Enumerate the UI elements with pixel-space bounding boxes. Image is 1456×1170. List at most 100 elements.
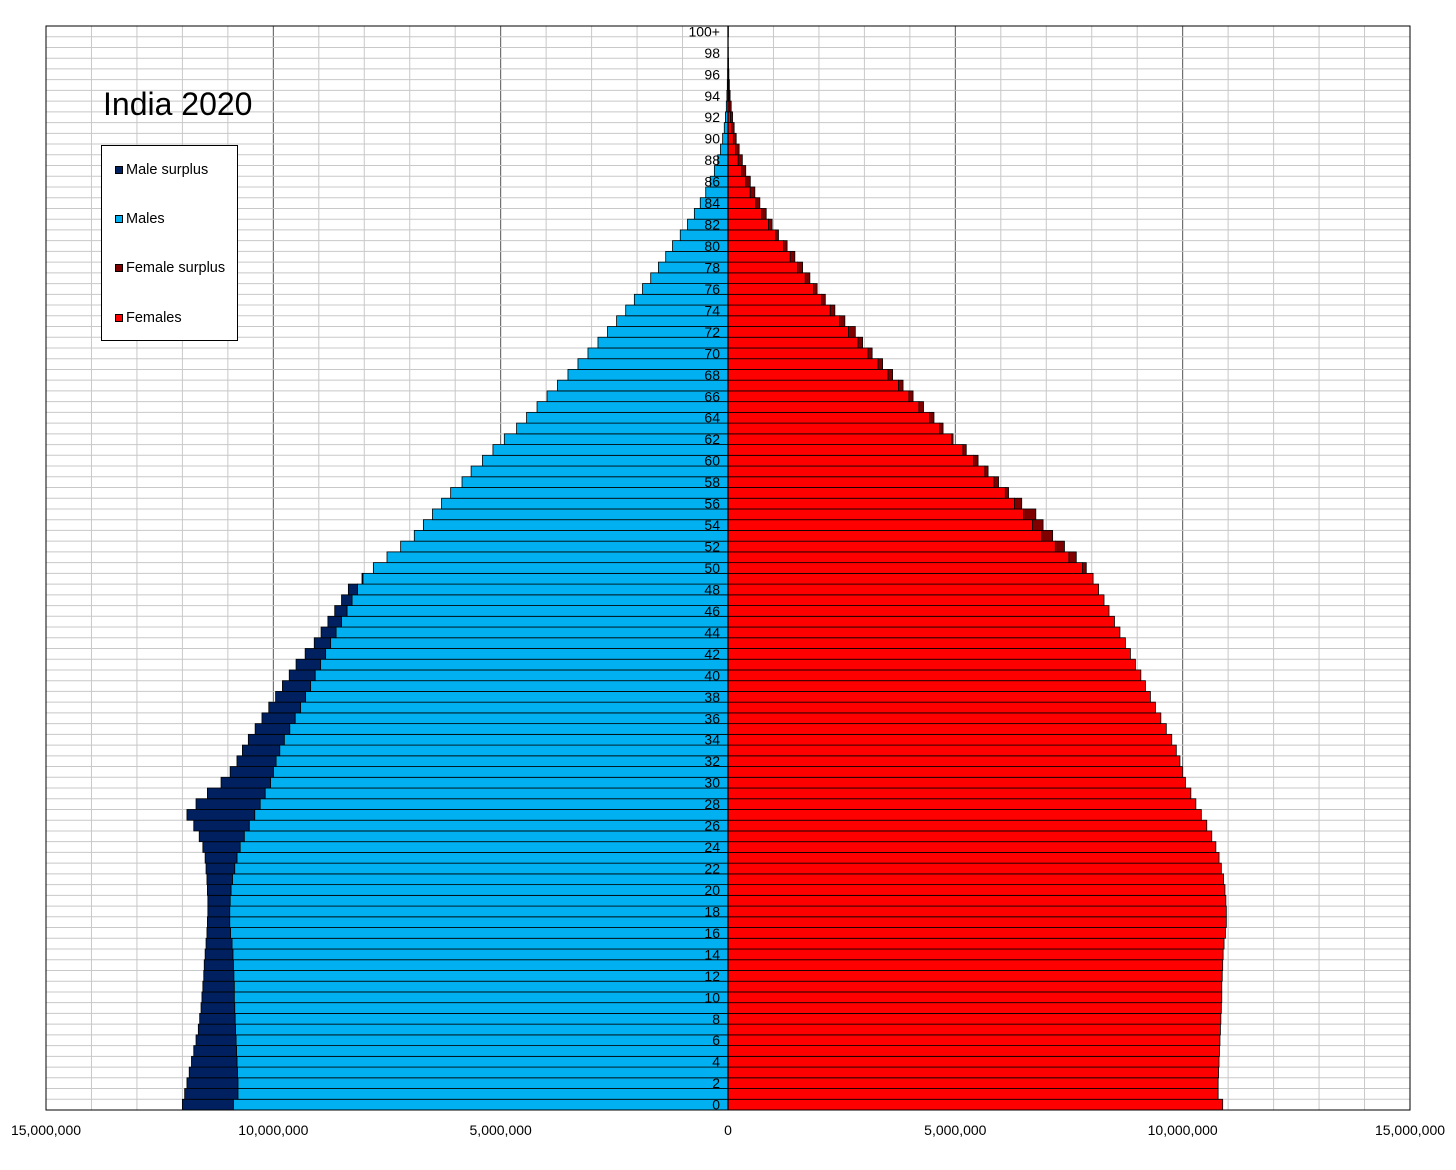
bar-male-surplus-age-26 — [193, 819, 250, 832]
bar-female-surplus-age-59 — [984, 465, 989, 478]
age-label-10: 10 — [704, 989, 720, 1005]
bar-female-surplus-age-70 — [867, 347, 873, 360]
bar-females-age-63 — [727, 422, 940, 435]
age-label-76: 76 — [704, 281, 720, 297]
bar-female-surplus-age-76 — [813, 283, 818, 295]
bar-females-age-15 — [727, 937, 1225, 950]
bar-female-surplus-age-60 — [973, 454, 979, 467]
bar-male-surplus-age-40 — [288, 669, 316, 682]
legend-swatch-males — [115, 215, 123, 223]
bar-males-age-4 — [236, 1055, 729, 1068]
bar-females-age-67 — [727, 379, 899, 392]
bar-females-age-12 — [727, 970, 1223, 982]
legend-label-males: Males — [126, 211, 165, 227]
bar-males-age-42 — [325, 648, 729, 660]
bar-females-age-46 — [727, 605, 1110, 617]
bar-female-surplus-age-63 — [939, 422, 944, 435]
bar-females-age-49 — [727, 572, 1094, 585]
bar-males-age-40 — [314, 669, 729, 682]
bar-males-age-49 — [362, 572, 729, 585]
bar-male-surplus-age-3 — [188, 1066, 238, 1079]
bar-females-age-28 — [727, 798, 1197, 810]
bar-males-age-61 — [492, 444, 729, 456]
bar-male-surplus-age-2 — [186, 1077, 239, 1089]
age-label-42: 42 — [704, 646, 720, 662]
bar-females-age-4 — [727, 1055, 1220, 1068]
bar-male-surplus-age-48 — [347, 583, 358, 596]
bar-females-age-35 — [727, 723, 1167, 735]
bar-females-age-88 — [727, 154, 739, 166]
bar-females-age-71 — [727, 336, 859, 349]
bar-females-age-30 — [727, 776, 1186, 789]
age-label-0: 0 — [712, 1097, 720, 1113]
bar-male-surplus-age-13 — [203, 959, 234, 971]
bar-female-surplus-age-94 — [728, 89, 731, 102]
bar-female-surplus-age-74 — [829, 304, 836, 317]
age-label-58: 58 — [704, 474, 720, 490]
bar-females-age-87 — [727, 165, 743, 177]
bar-males-age-66 — [546, 390, 729, 403]
bar-male-surplus-age-14 — [204, 948, 234, 961]
bar-male-surplus-age-0 — [181, 1098, 234, 1111]
legend-label-female-surplus: Female surplus — [126, 260, 226, 276]
bar-females-age-73 — [727, 315, 840, 327]
age-label-44: 44 — [704, 624, 720, 640]
age-label-32: 32 — [704, 753, 720, 769]
legend-item-females: Females — [115, 310, 182, 326]
bar-male-surplus-age-20 — [207, 884, 232, 896]
bar-males-age-18 — [229, 905, 729, 918]
bar-females-age-69 — [727, 358, 879, 370]
age-label-16: 16 — [704, 925, 720, 941]
age-label-20: 20 — [704, 882, 720, 898]
age-label-14: 14 — [704, 946, 720, 962]
bar-females-age-44 — [727, 626, 1121, 639]
bar-males-age-30 — [270, 776, 729, 789]
age-label-18: 18 — [704, 903, 720, 919]
bar-females-age-6 — [727, 1034, 1221, 1047]
age-label-6: 6 — [712, 1032, 720, 1048]
bar-females-age-82 — [727, 218, 769, 231]
bar-males-age-63 — [516, 422, 729, 435]
bar-males-age-5 — [236, 1045, 729, 1057]
bar-male-surplus-age-11 — [202, 980, 235, 993]
age-label-36: 36 — [704, 710, 720, 726]
bar-female-surplus-age-51 — [1068, 551, 1077, 564]
bar-male-surplus-age-29 — [207, 787, 266, 800]
age-label-98: 98 — [704, 45, 720, 61]
age-label-100+: 100+ — [688, 23, 720, 39]
bar-females-age-25 — [727, 830, 1213, 843]
age-label-78: 78 — [704, 259, 720, 275]
bar-female-surplus-age-85 — [749, 186, 756, 199]
bar-male-surplus-age-15 — [205, 937, 233, 950]
bar-males-age-52 — [400, 540, 729, 553]
legend-swatch-male-surplus — [115, 166, 123, 174]
bar-males-age-22 — [234, 862, 729, 875]
bar-male-surplus-age-49 — [361, 572, 364, 585]
bar-female-surplus-age-66 — [908, 390, 914, 403]
bar-male-surplus-age-34 — [247, 733, 285, 746]
bar-female-surplus-age-83 — [761, 208, 767, 220]
bar-females-age-20 — [727, 884, 1226, 896]
bar-female-surplus-age-87 — [741, 165, 747, 177]
bar-males-age-19 — [229, 894, 729, 907]
bar-males-age-9 — [234, 1002, 729, 1014]
bar-females-age-47 — [727, 594, 1105, 606]
bar-females-age-78 — [727, 261, 798, 274]
age-label-26: 26 — [704, 818, 720, 834]
x-tick-label: 0 — [724, 1122, 732, 1138]
bar-females-age-45 — [727, 615, 1115, 628]
bar-males-age-39 — [310, 680, 729, 692]
bar-male-surplus-age-17 — [207, 916, 231, 928]
bar-males-age-3 — [237, 1066, 729, 1079]
bar-male-surplus-age-10 — [201, 991, 235, 1004]
bar-males-age-6 — [235, 1034, 729, 1047]
bar-female-surplus-age-75 — [821, 293, 826, 306]
bar-male-surplus-age-25 — [198, 830, 245, 843]
bar-females-age-36 — [727, 712, 1162, 725]
bar-females-age-48 — [727, 583, 1099, 596]
bar-females-age-66 — [727, 390, 910, 403]
bar-female-surplus-age-77 — [804, 272, 811, 284]
bar-female-surplus-age-69 — [877, 358, 883, 370]
bar-female-surplus-age-54 — [1032, 519, 1044, 531]
